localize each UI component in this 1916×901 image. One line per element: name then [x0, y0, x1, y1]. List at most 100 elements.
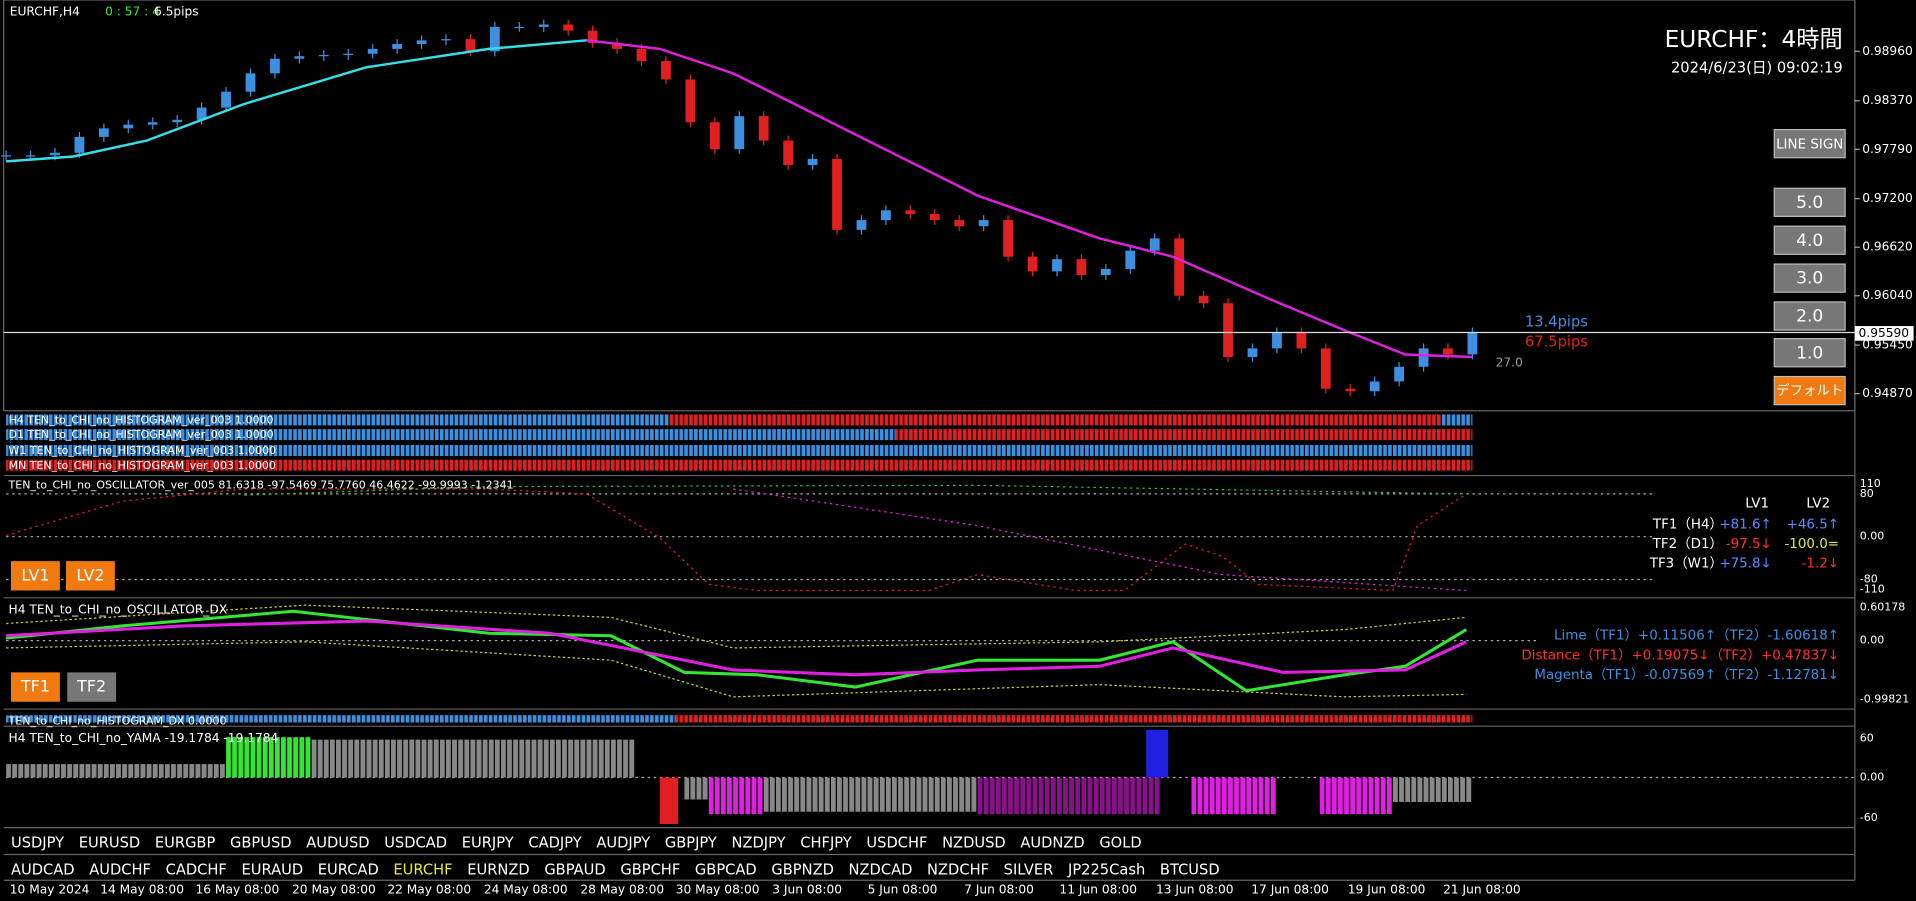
button-label[interactable]: 4.0 [1796, 231, 1823, 251]
current-box [1854, 326, 1914, 341]
symbol-tab[interactable]: AUDCHF [89, 861, 151, 878]
candle [661, 61, 671, 80]
candle [538, 24, 549, 27]
button-label[interactable]: 5.0 [1796, 193, 1823, 213]
dx: 0.60178 0.00 -0.99821 TF1 TF2 Lime（TF1）+0.115… [10, 601, 1909, 705]
candle [758, 116, 769, 141]
histogram-strips [6, 414, 1473, 723]
candle [856, 220, 867, 230]
current-label: 0.95590 [1859, 326, 1910, 340]
symbol-tab[interactable]: EURJPY [462, 835, 514, 852]
symbol-tab[interactable]: NZDJPY [732, 835, 786, 852]
osc-button[interactable] [65, 561, 115, 591]
hist-label: W1 TEN_to_CHI_no_HISTOGRAM_ver_003 1.000… [9, 444, 277, 457]
symbol-tab[interactable]: NZDCAD [849, 861, 913, 878]
yama-axis: -60 [1860, 811, 1878, 824]
symbol-tab[interactable]: EURAUD [242, 861, 304, 878]
symbol-tab[interactable]: GBPCAD [695, 861, 757, 878]
button[interactable] [1773, 263, 1846, 293]
symbol-tab[interactable]: GBPCHF [620, 861, 680, 878]
symbol-tab[interactable]: GBPUSD [230, 835, 292, 852]
candle [954, 220, 965, 227]
dx-button-label[interactable]: TF1 [20, 677, 50, 696]
symbol-tab[interactable]: JP225Cash [1067, 861, 1145, 878]
spread: 6.5pips [154, 5, 199, 19]
candle [929, 213, 940, 221]
histdx-label: TEN_to_CHI_no_HISTOGRAM_DX 0.0000 [8, 714, 227, 727]
symbol-tab[interactable]: USDJPY [11, 835, 64, 852]
dx-axis: 0.00 [1860, 634, 1884, 647]
symbol-tab[interactable]: AUDJPY [596, 835, 650, 852]
date-label: 3 Jun 08:00 [772, 882, 842, 896]
symbol-tab[interactable]: BTCUSD [1160, 861, 1220, 878]
table-cell: TF2（D1） [1652, 537, 1723, 552]
symbol-tab[interactable]: GBPNZD [771, 861, 834, 878]
date-label: 7 Jun 08:00 [964, 882, 1034, 896]
symbol-tab[interactable]: AUDNZD [1020, 835, 1084, 852]
osc-lines [5, 484, 1656, 592]
symbol-tab[interactable]: AUDCAD [11, 861, 75, 878]
symbol-bar: USDJPY EURUSD EURGBP GBPUSD AUDUSD USDCAD EURJ… [11, 835, 1220, 879]
osc-button-label[interactable]: LV1 [21, 565, 49, 584]
button-label[interactable]: LINE SIGN [1776, 137, 1843, 152]
symbol-tab[interactable]: GBPJPY [665, 835, 717, 852]
tick-label: 0.96040 [1862, 288, 1913, 302]
symbol-tab[interactable]: EURNZD [467, 861, 529, 878]
candle [1027, 256, 1038, 272]
osc-button[interactable] [10, 561, 60, 591]
tick-label: 0.94870 [1862, 386, 1913, 400]
candle [514, 26, 525, 29]
table-cell: -97.5↓ [1726, 537, 1772, 552]
symbol-tab[interactable]: CADJPY [528, 835, 581, 852]
button-label[interactable]: デフォルト [1776, 382, 1843, 399]
osc-axis: 80 [1860, 487, 1874, 500]
button-label[interactable]: 2.0 [1796, 307, 1823, 327]
dx-button[interactable] [10, 672, 60, 702]
button[interactable] [1773, 187, 1846, 217]
symbol-tab[interactable]: EURCAD [318, 861, 379, 878]
candle [1320, 348, 1331, 389]
osc-button-label[interactable]: LV2 [76, 565, 104, 584]
symbol-tab[interactable]: GBPAUD [544, 861, 605, 878]
date-label: 19 Jun 08:00 [1348, 882, 1426, 896]
button[interactable] [1773, 375, 1846, 406]
osc-axis: -80 [1860, 572, 1878, 585]
symbol-tab[interactable]: GOLD [1099, 835, 1141, 852]
candle [392, 43, 403, 49]
yama-axis: 0.00 [1860, 771, 1884, 784]
candle [270, 58, 280, 74]
candle [1149, 238, 1160, 251]
dx-lines [5, 604, 1540, 698]
symbol-tab[interactable]: SILVER [1004, 861, 1054, 878]
button[interactable] [1773, 338, 1846, 368]
symbol-tab[interactable]: AUDUSD [306, 835, 369, 852]
symbol-tab[interactable]: EURGBP [155, 835, 216, 852]
date-label: 5 Jun 08:00 [868, 882, 938, 896]
button-label[interactable]: 3.0 [1796, 269, 1823, 289]
candle [1247, 348, 1258, 357]
candle [978, 220, 989, 227]
button[interactable] [1773, 128, 1846, 159]
date-label: 24 May 08:00 [484, 882, 568, 896]
symbol-tab[interactable]: CADCHF [166, 861, 227, 878]
candle [563, 24, 574, 31]
tick-label: 0.97200 [1862, 191, 1913, 205]
symbol-tab[interactable]: CHFJPY [800, 835, 852, 852]
timer: 0 : 57 : 4 [105, 5, 160, 19]
candle [881, 210, 891, 221]
symbol-tab[interactable]: NZDUSD [942, 835, 1006, 852]
symbol-tab[interactable]: NZDCHF [927, 861, 989, 878]
button-label[interactable]: 1.0 [1796, 343, 1823, 363]
symbol-tab[interactable]: EURCHF [393, 861, 452, 878]
symbol-tab[interactable]: USDCAD [384, 835, 447, 852]
candle [1, 155, 11, 157]
title: EURCHF：4時間 [1665, 26, 1843, 53]
button[interactable] [1773, 301, 1846, 331]
dx-button[interactable] [67, 672, 117, 702]
button[interactable] [1773, 225, 1846, 255]
symbol-tab[interactable]: USDCHF [866, 835, 927, 852]
dx-button-label[interactable]: TF2 [76, 677, 106, 696]
candle [465, 39, 476, 52]
date-label: 22 May 08:00 [387, 882, 471, 896]
symbol-tab[interactable]: EURUSD [79, 835, 140, 852]
